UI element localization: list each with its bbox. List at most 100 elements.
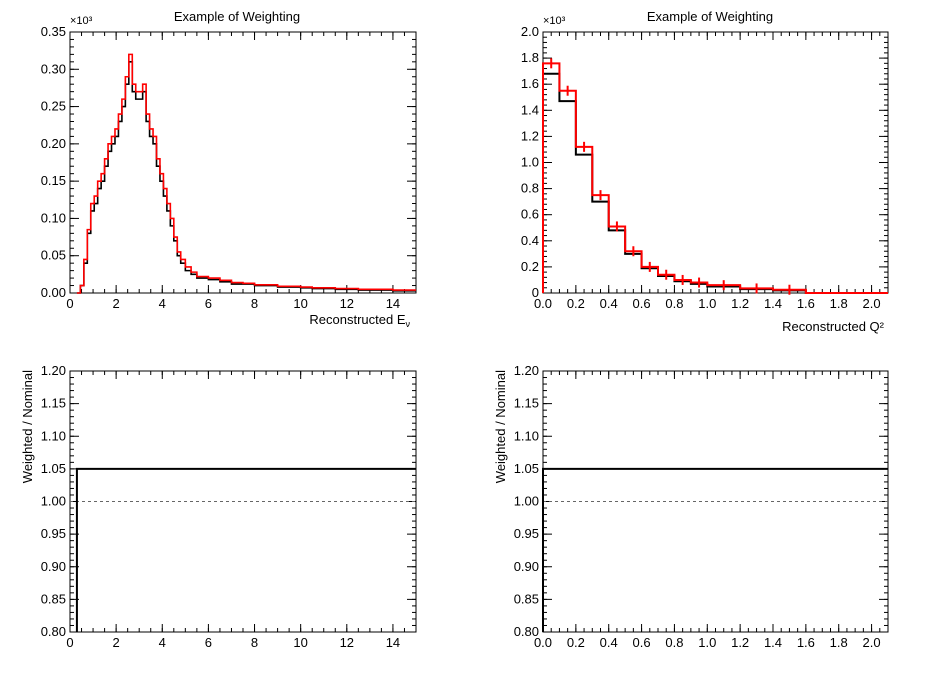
ratio-q2-series-0-line (542, 467, 888, 632)
energy-y-tick-label: 0.00 (41, 285, 66, 300)
ratio-q2-x-tick-label: 1.6 (797, 635, 815, 650)
q2-series-0-histogram (542, 72, 888, 294)
ratio-q2-y-tick-label: 0.95 (514, 526, 539, 541)
ratio-q2-y-tick-label: 1.15 (514, 396, 539, 411)
ratio-energy-x-tick-label: 10 (293, 635, 307, 650)
ratio-q2-x-tick-label: 1.0 (698, 635, 716, 650)
q2-x-tick-label: 0.8 (665, 296, 683, 311)
energy-x-axis-title-main: Reconstructed E (309, 312, 405, 327)
q2-ratio-y-axis-title: Weighted / Nominal (493, 370, 508, 483)
q2-x-tick-label: 1.8 (830, 296, 848, 311)
ratio-q2-y-tick-label: 1.20 (514, 363, 539, 378)
q2-y-tick-label: 1.0 (521, 155, 539, 170)
ratio-energy-x-tick-label: 4 (159, 635, 166, 650)
energy-y-exponent: ×10³ (70, 15, 93, 27)
ratio-q2-x-tick-label: 0.4 (600, 635, 618, 650)
q2-x-tick-label: 1.6 (797, 296, 815, 311)
q2-y-exponent: ×10³ (543, 15, 566, 27)
q2-y-tick-label: 0.8 (521, 181, 539, 196)
energy-panel-title: Example of Weighting (174, 9, 300, 24)
ratio-energy-x-tick-label: 14 (386, 635, 400, 650)
ratio-q2-y-tick-label: 1.00 (514, 494, 539, 509)
energy-ratio-y-axis-title: Weighted / Nominal (20, 370, 35, 483)
energy-y-tick-label: 0.20 (41, 136, 66, 151)
energy-y-tick-label: 0.30 (41, 61, 66, 76)
energy-series-0-line (76, 61, 416, 294)
ratio-energy-x-tick-label: 0 (66, 635, 73, 650)
ratio-q2-y-tick-label: 0.90 (514, 559, 539, 574)
ratio-energy-y-tick-label: 0.95 (41, 526, 66, 541)
energy-y-tick-label: 0.25 (41, 99, 66, 114)
ratio-energy-y-tick-label: 1.00 (41, 494, 66, 509)
q2-x-tick-label: 0.0 (534, 296, 552, 311)
q2-ratio-panel: Weighted / Nominal 0.0 0.2 0.4 0.6 0.8 1.0 1.2… (493, 363, 889, 650)
ratio-energy-y-tick-label: 1.20 (41, 363, 66, 378)
ratio-q2-x-tick-label: 1.8 (830, 635, 848, 650)
energy-spectrum-panel: Example of Weighting ×10³ 0 2 4 6 8 10 12 14 0.0… (41, 9, 417, 329)
ratio-q2-y-tick-label: 0.80 (514, 624, 539, 639)
energy-x-tick-label: 6 (205, 296, 212, 311)
q2-x-tick-label: 0.6 (633, 296, 651, 311)
ratio-energy-y-tick-label: 0.80 (41, 624, 66, 639)
q2-y-tick-label: 0 (532, 285, 539, 300)
energy-x-tick-label: 4 (159, 296, 166, 311)
energy-y-tick-label: 0.05 (41, 248, 66, 263)
ratio-q2-x-tick-label: 0.0 (534, 635, 552, 650)
ratio-q2-x-tick-label: 0.6 (633, 635, 651, 650)
ratio-energy-y-tick-label: 1.05 (41, 461, 66, 476)
ratio-q2-x-tick-label: 1.2 (731, 635, 749, 650)
ratio-q2-y-tick-label: 1.10 (514, 428, 539, 443)
energy-plot-frame (69, 31, 417, 294)
ratio-energy-y-tick-label: 1.10 (41, 428, 66, 443)
energy-y-tick-label: 0.15 (41, 173, 66, 188)
q2-x-tick-label: 1.4 (764, 296, 782, 311)
energy-x-axis-title-subscript: ν (406, 319, 411, 329)
ratio-q2-y-tick-label: 1.05 (514, 461, 539, 476)
ratio-energy-x-tick-label: 12 (340, 635, 354, 650)
q2-spectrum-panel: Example of Weighting ×10³ 0.0 0.2 0.4 0.6 0.… (521, 9, 889, 334)
q2-ratio-plot-area: 0.0 0.2 0.4 0.6 0.8 1.0 1.2 1.4 1.6 1.8 2.0 0.80 0.8… (514, 363, 889, 650)
energy-plot-area: 0 2 4 6 8 10 12 14 0.00 0.05 0.10 0.15 0.20 0.25 0.30 0… (41, 24, 417, 311)
ratio-energy-x-tick-label: 8 (251, 635, 258, 650)
ratio-q2-x-tick-label: 0.8 (665, 635, 683, 650)
q2-y-tick-label: 1.4 (521, 102, 539, 117)
ratio-energy-y-tick-label: 0.90 (41, 559, 66, 574)
q2-panel-title: Example of Weighting (647, 9, 773, 24)
q2-x-tick-label: 0.4 (600, 296, 618, 311)
q2-series-1-histogram (542, 62, 888, 294)
q2-y-tick-label: 0.6 (521, 207, 539, 222)
q2-x-tick-label: 2.0 (863, 296, 881, 311)
ratio-q2-x-tick-label: 0.2 (567, 635, 585, 650)
ratio-q2-plot-frame (542, 370, 889, 633)
energy-ratio-panel: Weighted / Nominal 0 2 4 6 8 10 12 14 0.80 0.85 0.… (20, 363, 417, 650)
ratio-q2-x-tick-label: 2.0 (863, 635, 881, 650)
ratio-q2-x-tick-label: 1.4 (764, 635, 782, 650)
energy-y-tick-label: 0.35 (41, 24, 66, 39)
energy-x-axis-title: Reconstructed Eν (309, 312, 410, 329)
q2-x-axis-title: Reconstructed Q² (782, 319, 885, 334)
energy-series-1-line (76, 53, 416, 294)
q2-plot-area: 0.0 0.2 0.4 0.6 0.8 1.0 1.2 1.4 1.6 1.8 2.0 0 0.2 0.4… (521, 24, 889, 311)
q2-plot-frame (542, 31, 889, 294)
q2-y-tick-label: 1.2 (521, 128, 539, 143)
q2-x-tick-label: 1.2 (731, 296, 749, 311)
energy-x-tick-label: 14 (386, 296, 400, 311)
ratio-energy-series-0-line (75, 467, 416, 632)
energy-x-tick-label: 12 (340, 296, 354, 311)
ratio-energy-y-tick-label: 0.85 (41, 591, 66, 606)
energy-ratio-plot-area: 0 2 4 6 8 10 12 14 0.80 0.85 0.90 0.95 1.00 1.05 1.10 1… (41, 363, 417, 650)
q2-x-tick-label: 0.2 (567, 296, 585, 311)
q2-y-tick-label: 2.0 (521, 24, 539, 39)
ratio-energy-y-tick-label: 1.15 (41, 396, 66, 411)
energy-x-tick-label: 10 (293, 296, 307, 311)
energy-x-tick-label: 8 (251, 296, 258, 311)
q2-y-tick-label: 1.6 (521, 76, 539, 91)
q2-y-tick-label: 0.4 (521, 233, 539, 248)
energy-x-tick-label: 0 (66, 296, 73, 311)
q2-x-tick-label: 1.0 (698, 296, 716, 311)
ratio-energy-x-tick-label: 6 (205, 635, 212, 650)
ratio-q2-y-tick-label: 0.85 (514, 591, 539, 606)
energy-x-tick-label: 2 (113, 296, 120, 311)
ratio-energy-x-tick-label: 2 (113, 635, 120, 650)
